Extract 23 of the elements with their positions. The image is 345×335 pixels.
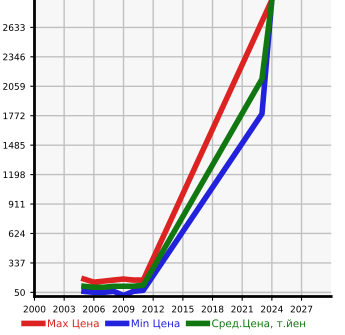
x-tick-label: 2024 — [261, 306, 283, 312]
x-tick-label: 2021 — [231, 306, 253, 312]
x-tick-label: 2015 — [172, 306, 194, 312]
y-tick-label: 911 — [8, 200, 25, 208]
y-tick-label: 1772 — [3, 112, 25, 120]
y-tick-label: 2346 — [3, 54, 25, 60]
x-tick-label: 2003 — [53, 306, 75, 312]
x-tick-label: 2000 — [24, 306, 46, 312]
y-tick-label: 1485 — [3, 142, 25, 149]
x-tick-label: 2018 — [202, 306, 224, 312]
legend-label: Сред.Цена, т.йен — [212, 319, 306, 330]
y-tick-label: 2633 — [3, 24, 25, 31]
y-tick-label: 624 — [8, 230, 25, 238]
x-tick-label: 2027 — [290, 306, 312, 312]
y-tick-label: 2059 — [3, 83, 25, 90]
legend-label: Min Цена — [132, 319, 180, 329]
x-tick-label: 2009 — [112, 306, 134, 312]
y-tick-label: 337 — [8, 260, 25, 266]
y-tick-label: 1198 — [3, 171, 25, 178]
x-tick-label: 2006 — [83, 306, 105, 312]
legend-label: Max Цена — [48, 320, 99, 329]
y-tick-label: 50 — [14, 289, 25, 296]
x-tick-label: 2012 — [142, 306, 164, 312]
